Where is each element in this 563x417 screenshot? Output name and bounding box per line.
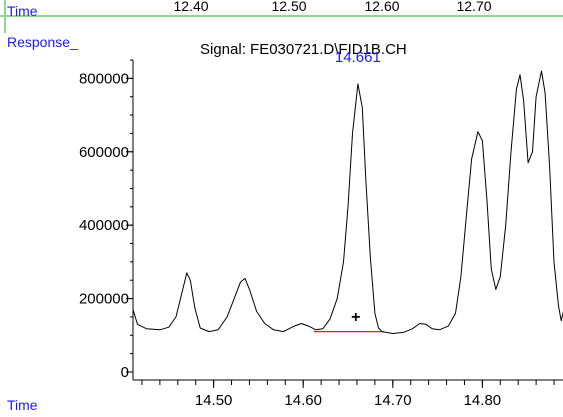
x-tick-label: 14.70 bbox=[374, 392, 412, 409]
x-tick-label: 14.80 bbox=[464, 392, 502, 409]
top-strip-left-border bbox=[4, 0, 6, 33]
y-tick-label: 600000 bbox=[79, 144, 129, 161]
y-tick-label: 200000 bbox=[79, 291, 129, 308]
signal-trace bbox=[132, 70, 563, 334]
y-tick-label: 0 bbox=[121, 364, 129, 381]
peak-cross-marker: + bbox=[351, 309, 360, 326]
y-tick-label: 400000 bbox=[79, 217, 129, 234]
top-tick-label: 12.50 bbox=[271, 0, 307, 14]
x-tick-label: 14.50 bbox=[195, 392, 233, 409]
x-axis-label: Time bbox=[7, 397, 38, 413]
top-time-label: Time bbox=[7, 3, 38, 19]
y-tick-label: 800000 bbox=[79, 70, 129, 87]
top-tick-label: 12.40 bbox=[173, 0, 209, 14]
peak-retention-label: 14.661 bbox=[335, 49, 381, 66]
chart-title: Signal: FE030721.D\FID1B.CH bbox=[200, 41, 407, 58]
top-strip-divider bbox=[0, 15, 563, 17]
top-tick-label: 12.60 bbox=[364, 0, 400, 14]
y-axis-label: Response_ bbox=[7, 34, 78, 50]
top-time-strip bbox=[0, 0, 563, 33]
top-tick-label: 12.70 bbox=[456, 0, 492, 14]
x-tick-label: 14.60 bbox=[284, 392, 322, 409]
